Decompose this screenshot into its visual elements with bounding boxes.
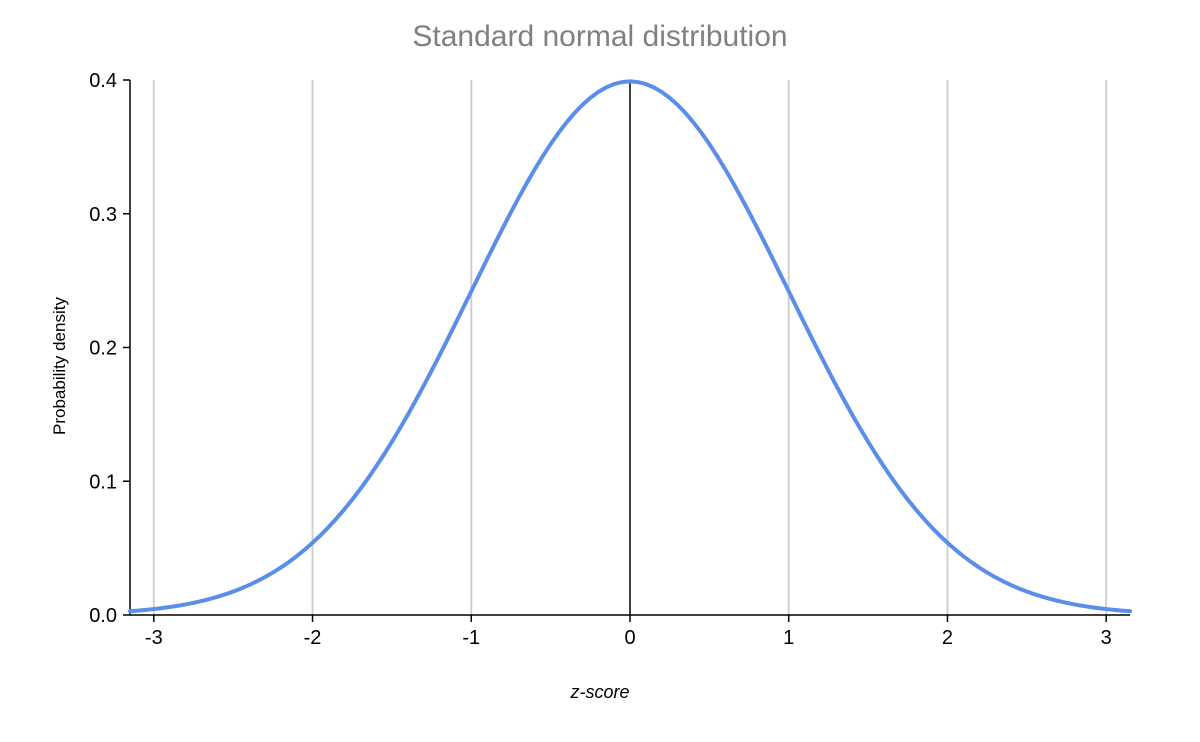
y-tick-label: 0.4 [89,70,117,92]
x-tick-label: -3 [145,627,163,649]
y-tick-label: 0.1 [89,471,117,493]
x-tick-label: 1 [783,627,794,649]
x-tick-label: -1 [462,627,480,649]
chart-container: Standard normal distribution Probability… [0,0,1200,742]
y-tick-label: 0.2 [89,338,117,360]
plot-area: -3 -2 -1 0 1 2 3 0.0 0.1 0.2 0.3 0.4 [0,0,1200,742]
x-axis-label: z-score [0,682,1200,703]
x-tick-label: 2 [942,627,953,649]
x-tick-label: 0 [624,627,635,649]
y-tick-label: 0.0 [89,605,117,627]
y-tick-label: 0.3 [89,204,117,226]
x-tick-label: -2 [304,627,322,649]
x-tick-label: 3 [1101,627,1112,649]
